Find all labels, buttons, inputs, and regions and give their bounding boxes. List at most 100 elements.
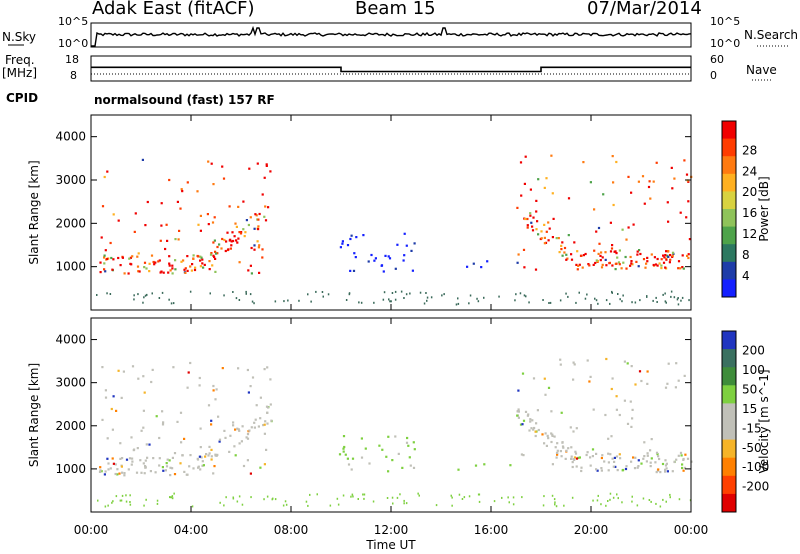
- echo-pixel: [180, 441, 183, 444]
- echo-pixel: [179, 411, 183, 414]
- noise-speckle: [457, 297, 459, 300]
- noise-speckle: [652, 299, 654, 302]
- noise-speckle: [670, 290, 673, 293]
- echo-pixel: [530, 221, 533, 224]
- echo-pixel: [553, 435, 556, 438]
- echo-pixel: [466, 265, 469, 268]
- noise-speckle: [106, 292, 108, 295]
- echo-pixel: [155, 415, 158, 418]
- noise-speckle: [521, 496, 523, 499]
- power-region-2: [466, 260, 489, 269]
- echo-pixel: [688, 238, 691, 241]
- noise-speckle: [170, 496, 172, 499]
- echo-pixel: [247, 269, 250, 272]
- echo-pixel: [346, 244, 350, 247]
- echo-pixel: [123, 474, 126, 477]
- echo-pixel: [665, 258, 668, 261]
- noise-speckle: [158, 297, 161, 299]
- power-colorbar-cell: [722, 173, 736, 192]
- echo-pixel: [687, 253, 690, 256]
- echo-pixel: [617, 261, 621, 264]
- echo-pixel: [258, 212, 261, 216]
- noise-speckle: [287, 299, 289, 302]
- noise-speckle: [390, 300, 392, 303]
- echo-pixel: [644, 266, 647, 269]
- echo-pixel: [524, 155, 527, 158]
- echo-pixel: [531, 229, 535, 232]
- echo-pixel: [213, 465, 216, 468]
- echo-pixel: [551, 192, 554, 195]
- echo-pixel: [643, 455, 646, 458]
- echo-pixel: [592, 408, 595, 411]
- echo-pixel: [103, 175, 106, 179]
- echo-pixel: [169, 466, 172, 469]
- echo-pixel: [612, 181, 615, 184]
- echo-pixel: [612, 465, 615, 468]
- echo-pixel: [409, 464, 412, 467]
- echo-pixel: [516, 206, 519, 209]
- echo-pixel: [151, 368, 154, 371]
- echo-pixel: [522, 419, 526, 422]
- echo-pixel: [667, 362, 670, 365]
- echo-pixel: [221, 165, 224, 168]
- noise-speckle: [191, 505, 194, 508]
- noise-speckle: [548, 302, 550, 304]
- echo-pixel: [236, 427, 239, 430]
- echo-pixel: [128, 457, 132, 460]
- echo-pixel: [212, 254, 215, 257]
- echo-pixel: [615, 408, 618, 411]
- echo-pixel: [635, 260, 638, 263]
- power-colorbar-cell: [722, 226, 736, 245]
- echo-pixel: [671, 251, 675, 254]
- noise-speckle: [250, 496, 252, 499]
- echo-pixel: [251, 376, 255, 379]
- echo-pixel: [535, 422, 538, 425]
- echo-pixel: [639, 252, 642, 256]
- echo-pixel: [649, 449, 652, 452]
- echo-pixel: [131, 365, 135, 368]
- noise-speckle: [373, 301, 375, 304]
- echo-pixel: [657, 455, 660, 458]
- echo-pixel: [599, 254, 602, 257]
- noise-speckle: [662, 498, 664, 501]
- echo-pixel: [264, 420, 267, 423]
- echo-pixel: [249, 216, 252, 219]
- echo-pixel: [190, 269, 193, 272]
- echo-pixel: [211, 264, 214, 267]
- echo-pixel: [650, 438, 653, 441]
- echo-pixel: [642, 258, 646, 261]
- echo-pixel: [623, 399, 626, 402]
- echo-pixel: [112, 462, 115, 465]
- echo-pixel: [148, 262, 151, 265]
- echo-pixel: [178, 229, 181, 232]
- echo-pixel: [207, 223, 210, 226]
- echo-pixel: [145, 267, 148, 270]
- echo-pixel: [186, 255, 189, 258]
- echo-pixel: [683, 466, 687, 469]
- echo-pixel: [243, 235, 246, 238]
- noise-speckle: [636, 504, 639, 507]
- echo-pixel: [130, 263, 133, 266]
- power-colorbar-tick: 28: [742, 143, 757, 157]
- echo-pixel: [664, 464, 668, 467]
- echo-pixel: [591, 455, 594, 458]
- echo-pixel: [529, 212, 532, 215]
- echo-pixel: [103, 262, 106, 265]
- echo-pixel: [367, 260, 370, 263]
- echo-pixel: [550, 432, 553, 435]
- noise-speckle: [600, 503, 602, 506]
- echo-pixel: [127, 468, 130, 471]
- echo-pixel: [577, 264, 580, 267]
- noise-speckle: [461, 498, 464, 500]
- noise-speckle: [476, 297, 478, 300]
- echo-pixel: [123, 272, 126, 275]
- echo-pixel: [169, 474, 172, 477]
- echo-pixel: [408, 456, 411, 459]
- echo-pixel: [655, 471, 658, 474]
- echo-pixel: [257, 225, 260, 228]
- echo-pixel: [199, 468, 202, 471]
- noise-speckle: [426, 299, 428, 302]
- noise-speckle: [519, 292, 522, 295]
- echo-pixel: [247, 391, 250, 394]
